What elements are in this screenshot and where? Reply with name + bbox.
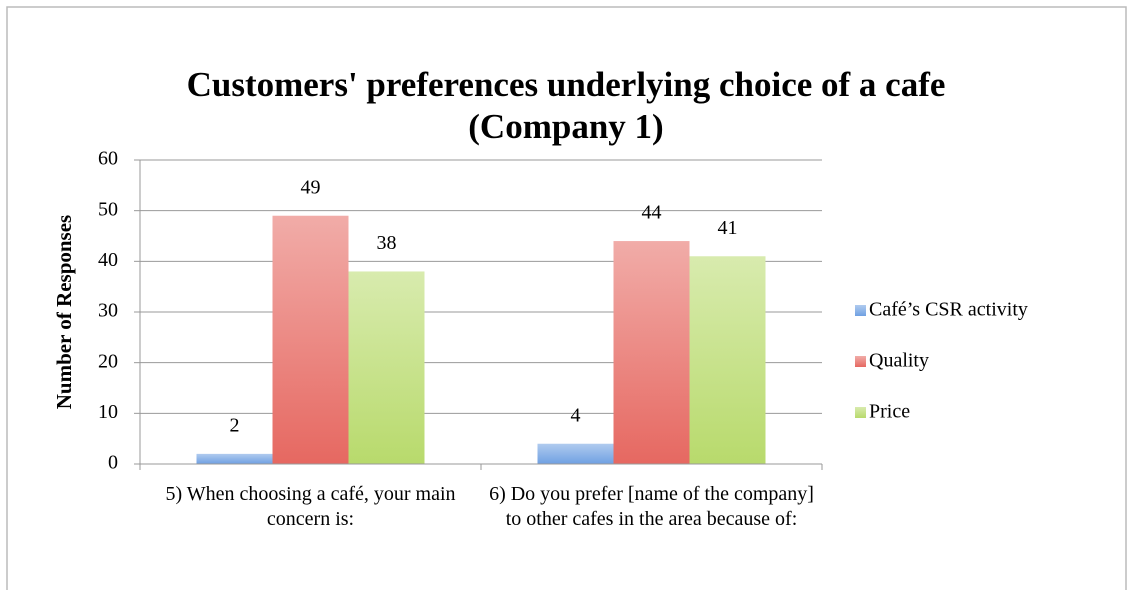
- y-axis-label: Number of Responses: [52, 215, 76, 409]
- y-tick-label: 20: [98, 350, 118, 372]
- data-label: 41: [718, 217, 738, 239]
- y-tick-label: 40: [98, 249, 118, 271]
- data-label: 4: [571, 404, 581, 426]
- y-tick-label: 60: [98, 148, 118, 170]
- data-label: 49: [301, 176, 321, 198]
- bar: [613, 241, 690, 464]
- chart-title: Customers' preferences underlying choice…: [187, 65, 946, 104]
- data-label: 2: [230, 414, 240, 436]
- chart-frame: [6, 6, 1127, 590]
- legend-swatch: [855, 407, 866, 418]
- x-tick-label: 5) When choosing a café, your main conce…: [165, 483, 456, 530]
- data-label: 38: [377, 232, 397, 254]
- bar: [196, 453, 273, 464]
- bar: [537, 443, 614, 464]
- legend-label: Quality: [869, 350, 929, 372]
- y-tick-label: 0: [108, 452, 118, 474]
- data-label: 44: [642, 202, 662, 224]
- chart-title: (Company 1): [468, 107, 663, 146]
- bar: [689, 256, 766, 464]
- x-tick-label: 6) Do you prefer [name of the company] t…: [489, 483, 814, 530]
- y-tick-label: 50: [98, 198, 118, 220]
- bar: [348, 271, 425, 464]
- y-tick-label: 10: [98, 401, 118, 423]
- legend-swatch: [855, 305, 866, 316]
- legend-label: Price: [869, 401, 910, 423]
- legend-swatch: [855, 356, 866, 367]
- legend-label: Café’s CSR activity: [869, 299, 1028, 321]
- bar: [272, 215, 349, 464]
- y-tick-label: 30: [98, 300, 118, 322]
